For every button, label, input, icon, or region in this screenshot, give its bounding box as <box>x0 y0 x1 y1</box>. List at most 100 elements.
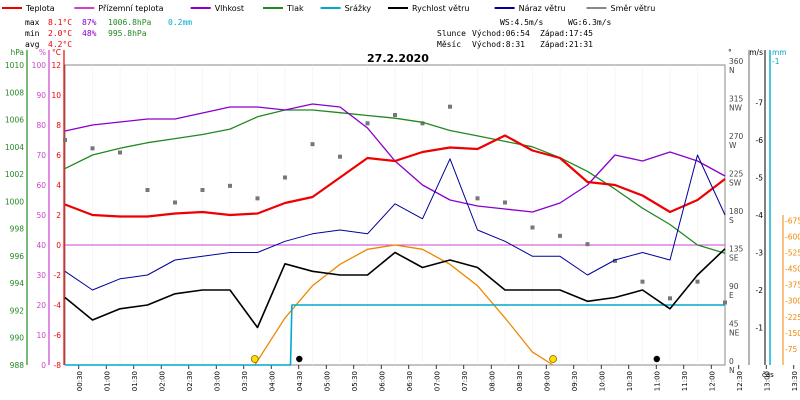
x-tick-label: 02:30 <box>186 371 194 391</box>
moon-set: Západ:21:31 <box>540 40 593 49</box>
pressure-tick-label: 990 <box>10 334 25 343</box>
humidity-tick-label: 10 <box>36 331 46 340</box>
stat-avg-label: avg <box>25 40 40 49</box>
wind-direction-point <box>90 146 95 151</box>
solar-tick-label: -300 <box>785 297 800 306</box>
x-tick-label: 03:30 <box>241 371 249 391</box>
x-tick-label: 09:00 <box>543 371 551 391</box>
direction-tick-dir: N <box>729 366 735 375</box>
legend-label-7: Směr větru <box>611 4 656 13</box>
wind-direction-point <box>475 196 480 201</box>
x-tick-label: 08:30 <box>516 371 524 391</box>
moon-label: Měsíc <box>437 40 461 49</box>
pressure-tick-label: 1008 <box>5 88 24 97</box>
temperature-tick-label: 10 <box>51 91 61 100</box>
x-axis-label: čas <box>762 371 774 379</box>
solar-series-line <box>254 244 554 366</box>
direction-tick-deg: 135 <box>729 245 744 254</box>
wind-direction-point <box>118 150 122 155</box>
wind-direction-point <box>420 121 425 126</box>
wind-tick-label: -6 <box>756 136 764 145</box>
solar-tick-label: -450 <box>785 265 800 274</box>
temperature-tick-label: 12 <box>51 61 61 70</box>
humidity-tick-label: 30 <box>36 271 46 280</box>
stat-max-temp: 8.1°C <box>48 18 72 27</box>
pressure-tick-label: 1006 <box>5 116 24 125</box>
wind-tick-label: -5 <box>756 174 764 183</box>
wind-tick-label: -7 <box>756 99 764 108</box>
direction-tick-deg: 180 <box>729 207 744 216</box>
sun-rise: Východ:06:54 <box>472 29 530 38</box>
direction-tick-dir: NW <box>729 104 743 113</box>
temperature-tick-label: 4 <box>56 181 61 190</box>
pressure-tick-label: 996 <box>10 252 25 261</box>
solar-tick-label: -675 <box>785 216 800 225</box>
wind-direction-point <box>530 225 535 230</box>
humidity-tick-label: 50 <box>36 211 46 220</box>
temperature-tick-label: 6 <box>56 151 61 160</box>
info-block: WS:4.5m/s WG:6.3m/s Slunce Východ:06:54 … <box>437 18 612 49</box>
x-tick-label: 07:00 <box>433 371 441 391</box>
humidity-tick-label: 20 <box>36 301 46 310</box>
solar-tick-label: -150 <box>785 329 800 338</box>
pressure-tick-label: 998 <box>10 225 25 234</box>
legend-label-4: Srážky <box>345 4 372 13</box>
wind-direction-point <box>585 242 590 247</box>
direction-tick-deg: 225 <box>729 170 744 179</box>
humidity-tick-label: 60 <box>36 181 46 190</box>
x-tick-label: 11:00 <box>653 371 661 391</box>
stat-max-press: 1006.8hPa <box>108 18 152 27</box>
wind-direction-point <box>448 104 452 109</box>
stat-max-hum: 87% <box>82 18 97 27</box>
solar-tick-label: -375 <box>785 281 800 290</box>
x-tick-label: 04:30 <box>296 371 304 391</box>
x-tick-label: 10:30 <box>626 371 634 391</box>
wind-direction-point <box>145 188 150 192</box>
wind-speed-series-line <box>64 248 726 329</box>
wind-axis-unit: m/s <box>749 48 763 57</box>
legend-label-1: Přízemní teplota <box>98 4 163 13</box>
x-tick-label: 13:30 <box>791 371 799 391</box>
wind-direction-point <box>695 279 700 284</box>
wind-direction-point <box>640 279 645 284</box>
x-tick-label: 12:00 <box>708 371 716 391</box>
x-tick-label: 01:00 <box>103 371 111 391</box>
wind-direction-point <box>283 175 287 180</box>
pressure-axis-unit: hPa <box>10 48 24 57</box>
plot-area <box>63 103 727 366</box>
wind-direction-point <box>338 154 342 159</box>
humidity-tick-label: 40 <box>36 241 46 250</box>
wind-direction-point <box>558 233 562 238</box>
wind-direction-point <box>310 142 315 147</box>
humidity-tick-label: 100 <box>32 61 47 70</box>
solar-tick-label: -600 <box>785 232 800 241</box>
stat-max-rain: 0.2mm <box>168 18 192 27</box>
pressure-tick-label: 1002 <box>5 170 24 179</box>
pressure-tick-label: 1004 <box>5 143 24 152</box>
solar-tick-label: -225 <box>785 313 800 322</box>
legend-label-2: Vlhkost <box>215 4 244 13</box>
x-tick-label: 10:00 <box>598 371 606 391</box>
wind-direction-point <box>723 300 727 305</box>
x-tick-label: 05:30 <box>351 371 359 391</box>
temperature-axis-unit: °C <box>52 48 61 57</box>
stat-min-label: min <box>25 29 40 38</box>
solar-tick-label: -525 <box>785 249 800 258</box>
direction-tick-deg: 45 <box>729 320 739 329</box>
x-tick-label: 00:30 <box>76 371 84 391</box>
rain-axis-unit: mm <box>772 48 787 57</box>
x-tick-label: 06:00 <box>378 371 386 391</box>
x-tick-label: 04:00 <box>268 371 276 391</box>
pressure-tick-label: 1000 <box>5 197 24 206</box>
temperature-tick-label: 2 <box>56 211 61 220</box>
wind-direction-point <box>228 183 232 188</box>
direction-tick-dir: NE <box>729 329 740 338</box>
wind-direction-point <box>200 188 205 192</box>
direction-tick-dir: E <box>729 291 734 300</box>
legend-label-5: Rychlost větru <box>412 4 469 13</box>
axes: 00:30 01:00 01:30 02:00 02:30 03:00 03:30 04:00… <box>5 48 800 391</box>
x-tick-label: 11:30 <box>681 371 689 391</box>
pressure-tick-label: 988 <box>10 361 25 370</box>
pressure-series-line <box>64 109 726 254</box>
